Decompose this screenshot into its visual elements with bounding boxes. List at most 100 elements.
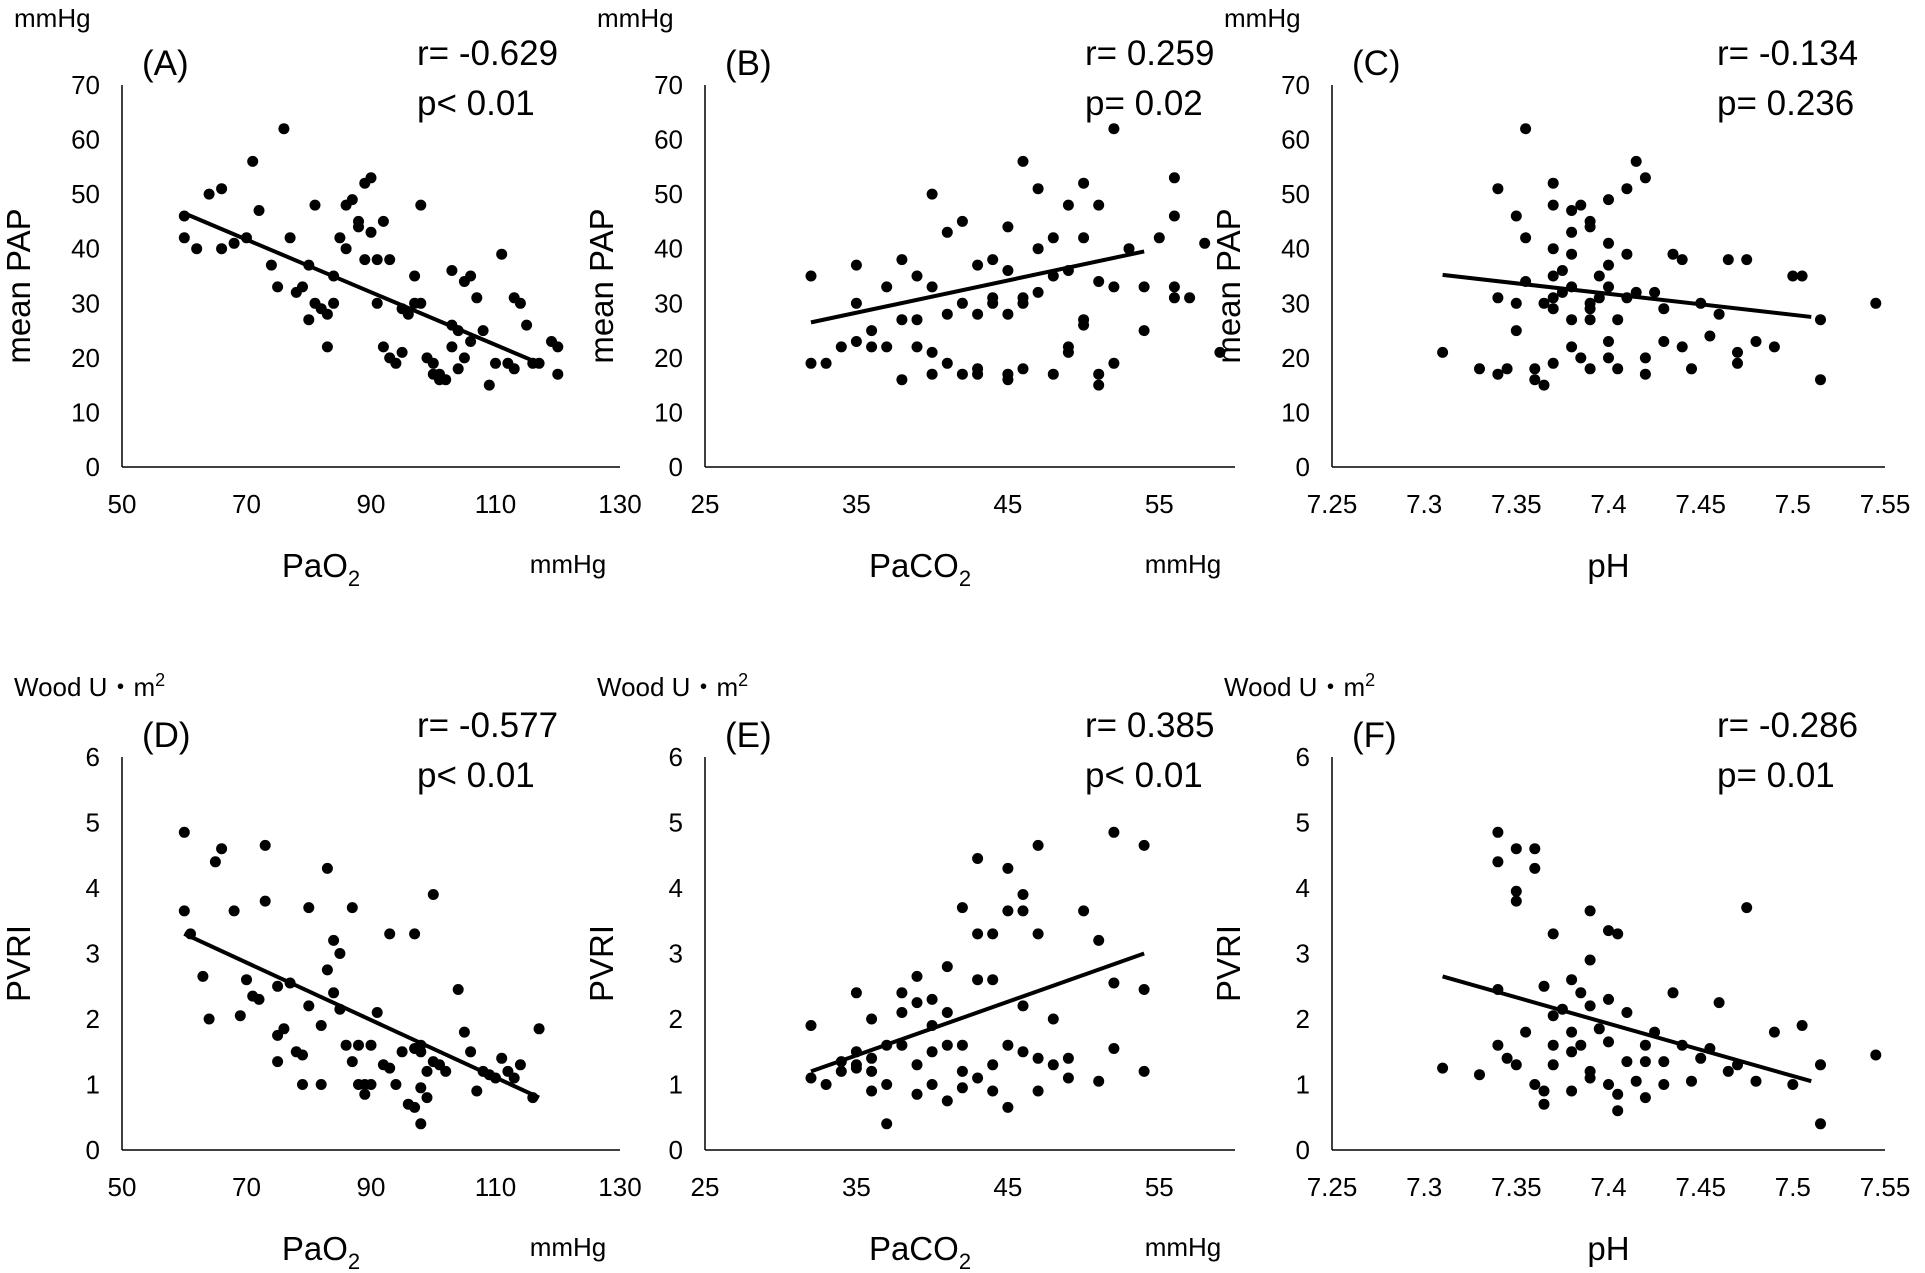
x-tick-label: 130 [598, 1172, 641, 1202]
data-point [1713, 997, 1725, 1009]
data-point [552, 341, 564, 353]
data-point [1639, 1056, 1651, 1068]
y-tick-label: 1 [669, 1070, 683, 1100]
y-unit-label: mmHg [1224, 3, 1301, 33]
data-point [1658, 336, 1670, 347]
data-point [1108, 977, 1120, 989]
data-point [1639, 368, 1651, 380]
data-point [272, 1056, 284, 1068]
data-point [1566, 1046, 1578, 1058]
data-point [987, 928, 999, 940]
data-point [987, 1085, 999, 1097]
data-point [1474, 363, 1485, 375]
data-point [1741, 902, 1753, 914]
data-point [941, 961, 953, 973]
data-point [1768, 341, 1780, 353]
data-point [1153, 232, 1165, 244]
data-point [1138, 839, 1150, 851]
y-tick-label: 2 [669, 1004, 683, 1034]
data-point [1658, 1079, 1670, 1090]
data-point [1566, 248, 1578, 260]
data-point [328, 987, 340, 999]
data-point [1603, 1036, 1614, 1048]
y-unit-label: Wood U・m2 [597, 670, 748, 702]
data-point [1168, 172, 1180, 184]
y-tick-label: 50 [71, 179, 100, 209]
data-point [1603, 281, 1614, 293]
data-point [1603, 925, 1614, 937]
data-point [1093, 1075, 1105, 1087]
data-point [465, 1046, 477, 1058]
data-point [926, 368, 938, 380]
data-point [1437, 1062, 1449, 1074]
data-point [1510, 297, 1522, 309]
data-point [359, 1088, 371, 1100]
data-point [471, 1085, 483, 1097]
data-point [321, 341, 333, 353]
trendline [810, 249, 1145, 325]
data-point [1575, 1039, 1587, 1051]
y-axis-title: mean PAP [1210, 208, 1247, 363]
data-point [321, 308, 333, 320]
data-point [1547, 199, 1559, 211]
data-point [805, 1020, 817, 1031]
data-point [1078, 232, 1090, 244]
data-point [340, 1039, 352, 1051]
data-point [1732, 357, 1743, 369]
data-point [1686, 363, 1697, 375]
data-point [987, 254, 999, 266]
data-point [1017, 1046, 1029, 1058]
data-point [458, 352, 470, 364]
chart-panel-2: 0 10 20 30 40 50 60 70 25 35 45 55 mmHg mean PAP PaCO2… [583, 3, 1235, 591]
data-point [1108, 281, 1120, 293]
data-point [216, 243, 228, 255]
data-point [228, 237, 240, 249]
x-tick-label: 110 [475, 1172, 516, 1202]
data-point [956, 215, 968, 227]
data-point [1529, 1079, 1541, 1090]
data-point [1566, 1026, 1578, 1038]
data-point [1047, 368, 1059, 380]
data-point [465, 336, 477, 347]
chart-panel-1: 0 10 20 30 40 50 60 70 50 70 90 110 130 mmHg mean PAP P… [0, 3, 642, 591]
data-point [1870, 297, 1882, 309]
r-value: r= -0.134 [1717, 34, 1858, 73]
y-tick-label: 50 [1281, 179, 1310, 209]
r-value: r= 0.385 [1085, 706, 1214, 745]
data-point [1584, 954, 1596, 966]
data-point [1032, 183, 1044, 195]
x-tick-label: 70 [232, 1172, 261, 1202]
data-point [1002, 308, 1014, 320]
data-point [253, 205, 265, 216]
data-point [1630, 1075, 1642, 1087]
y-tick-label: 20 [1281, 343, 1310, 373]
data-point [483, 379, 495, 391]
trendline [183, 932, 540, 1100]
data-point [941, 308, 953, 320]
data-point [1722, 1065, 1734, 1077]
data-point [926, 993, 938, 1005]
y-tick-label: 30 [654, 288, 683, 318]
data-point [209, 856, 221, 868]
data-point [247, 155, 259, 167]
data-point [1138, 281, 1150, 293]
y-tick-label: 0 [669, 1135, 683, 1165]
data-point [1168, 210, 1180, 222]
data-point [1575, 352, 1587, 364]
data-point [1621, 248, 1633, 260]
data-point [1538, 980, 1550, 992]
data-point [359, 254, 371, 266]
data-point [216, 843, 228, 855]
data-point [972, 368, 984, 380]
data-point [365, 172, 377, 184]
data-point [881, 1079, 893, 1090]
data-point [987, 974, 999, 986]
y-tick-label: 5 [1296, 808, 1310, 838]
panel-label: (E) [725, 716, 772, 755]
x-tick-label: 70 [232, 489, 261, 519]
data-point [1676, 341, 1688, 353]
data-point [533, 1023, 545, 1035]
data-point [926, 281, 938, 293]
